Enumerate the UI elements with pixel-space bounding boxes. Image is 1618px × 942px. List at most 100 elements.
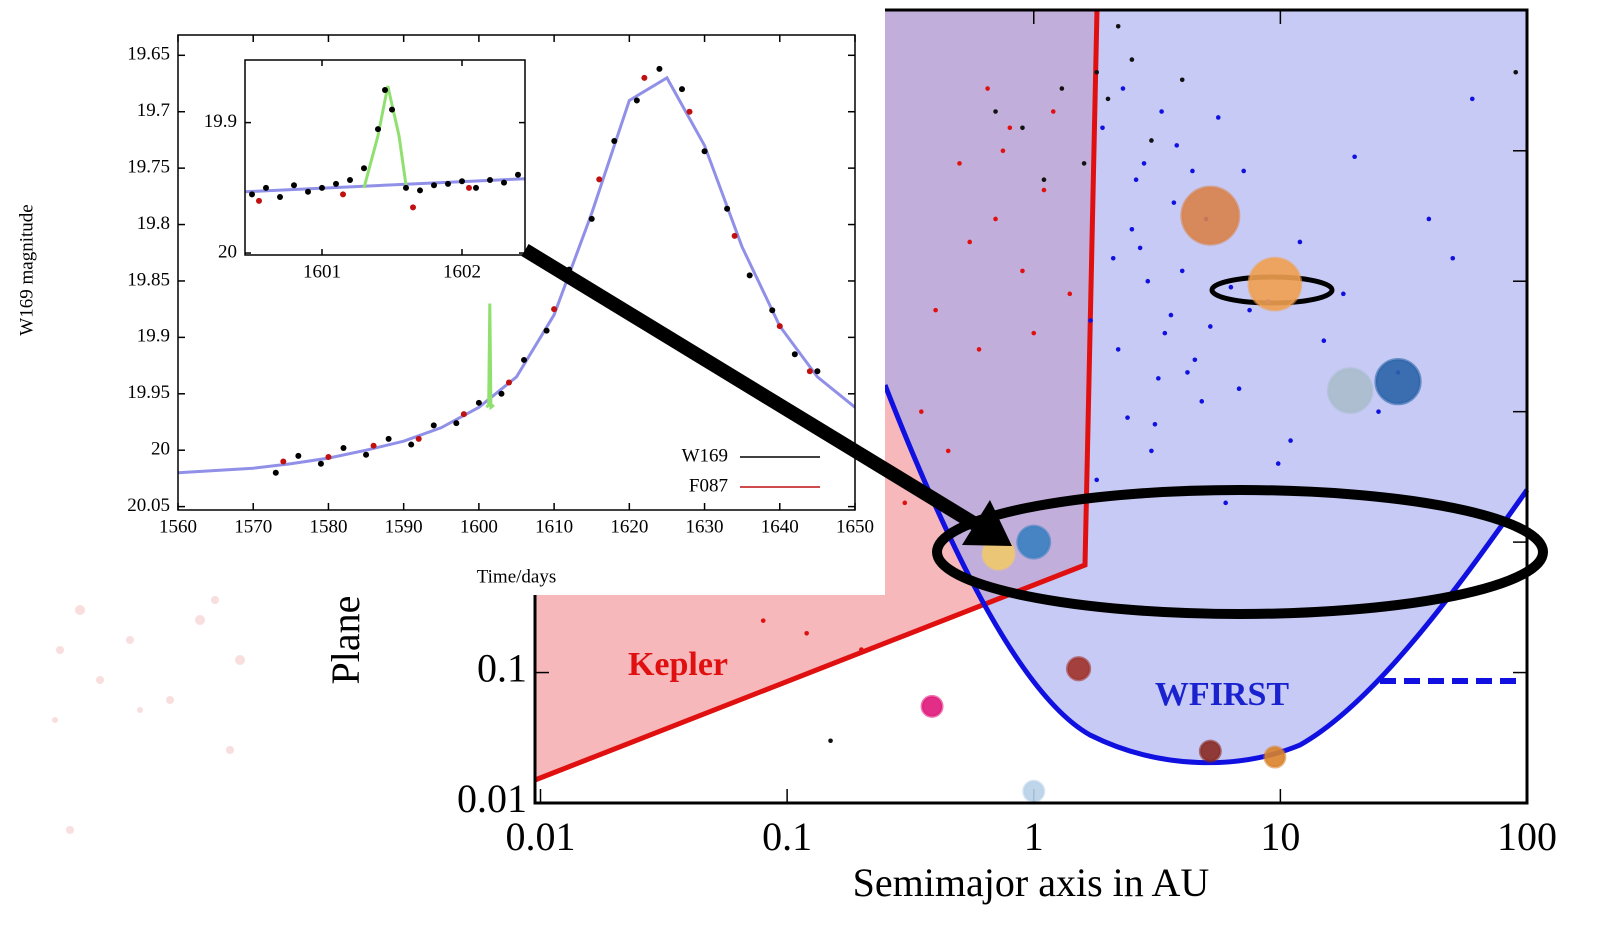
planet <box>1198 739 1222 763</box>
data-point <box>1110 255 1116 261</box>
data-point <box>1352 154 1357 160</box>
data-point <box>633 97 640 104</box>
y-tick-label: 20 <box>218 241 237 262</box>
kepler-boundary <box>534 9 1100 783</box>
data-point <box>385 435 392 442</box>
data-point <box>1159 109 1164 114</box>
x-tick-label: 100 <box>1497 814 1557 859</box>
data-point <box>543 327 550 334</box>
planet <box>1326 367 1374 414</box>
data-point <box>1129 57 1135 62</box>
data-point <box>1247 307 1252 313</box>
data-point <box>256 197 262 204</box>
planet <box>1065 656 1092 682</box>
data-point <box>1469 96 1475 102</box>
data-point <box>1094 69 1100 75</box>
data-point <box>370 442 377 449</box>
x-tick-label: 1560 <box>159 516 197 537</box>
data-point <box>1145 278 1151 284</box>
data-point <box>475 399 482 406</box>
data-point <box>1236 386 1242 391</box>
data-point <box>731 232 738 239</box>
data-point <box>325 453 332 460</box>
data-point <box>1275 461 1281 466</box>
data-point <box>361 165 367 172</box>
data-point <box>1007 125 1013 131</box>
data-point <box>967 239 973 245</box>
data-point <box>473 184 479 191</box>
wfirst-region <box>885 10 1527 763</box>
data-point <box>363 451 370 458</box>
data-point <box>859 647 864 652</box>
data-point <box>389 106 395 113</box>
y-tick-label: 19.95 <box>127 382 170 403</box>
data-point <box>1020 125 1025 131</box>
data-point <box>1376 409 1381 414</box>
legend-label: F087 <box>689 475 728 496</box>
data-point <box>776 323 783 330</box>
series-line <box>485 303 495 411</box>
data-point <box>1041 177 1047 183</box>
data-point <box>611 138 618 145</box>
series-group <box>178 65 855 476</box>
data-point <box>1513 69 1519 75</box>
data-point <box>806 368 813 375</box>
highlight-ellipse <box>932 485 1548 619</box>
decor <box>52 596 245 834</box>
y-tick-label: 19.65 <box>127 44 170 65</box>
data-point <box>1120 86 1126 91</box>
plot-frame <box>177 34 856 511</box>
data-point <box>408 441 415 448</box>
x-tick-label: 1600 <box>460 516 498 537</box>
series-line <box>362 85 408 189</box>
data-point <box>333 180 339 187</box>
data-point <box>1190 168 1195 174</box>
wfirst-boundary <box>882 384 1530 766</box>
data-point <box>1297 239 1303 245</box>
y-tick-label: 19.9 <box>204 111 237 132</box>
data-point <box>347 177 353 183</box>
data-point <box>985 86 990 91</box>
data-point <box>430 422 437 429</box>
data-point <box>1000 148 1006 154</box>
data-point <box>828 738 833 744</box>
data-point <box>1156 376 1161 381</box>
data-point <box>596 176 603 183</box>
data-point <box>340 191 346 198</box>
data-point <box>1288 438 1293 443</box>
planet <box>1374 357 1422 406</box>
data-point <box>724 205 731 212</box>
data-point <box>1199 399 1205 404</box>
planet <box>1247 256 1303 312</box>
data-point <box>466 184 472 191</box>
data-point <box>410 204 416 211</box>
data-point <box>945 448 951 454</box>
data-point <box>1179 77 1185 83</box>
data-point <box>1208 324 1213 329</box>
data-point <box>588 215 595 222</box>
data-point <box>453 420 460 427</box>
data-point <box>1152 422 1158 427</box>
y-axis-label: Plane <box>323 596 368 685</box>
data-point <box>1081 161 1087 166</box>
data-point <box>1426 216 1432 222</box>
planet <box>1016 524 1052 560</box>
data-point <box>1321 338 1327 343</box>
data-point <box>1050 109 1056 114</box>
x-tick-label: 10 <box>1260 814 1300 859</box>
data-point <box>1067 291 1073 297</box>
y-tick-label: 20.05 <box>127 495 170 516</box>
x-tick-label: 1570 <box>234 516 272 537</box>
legend-label: W169 <box>682 445 728 466</box>
annotation: Kepler <box>628 646 728 683</box>
data-point <box>1149 448 1154 454</box>
y-tick-label: 19.7 <box>137 100 170 121</box>
arrow-shaft <box>521 244 984 533</box>
data-point <box>919 409 924 414</box>
planet <box>1022 779 1046 803</box>
data-point <box>305 188 311 195</box>
data-point <box>280 458 287 465</box>
data-point <box>319 184 325 191</box>
data-point <box>701 148 708 155</box>
